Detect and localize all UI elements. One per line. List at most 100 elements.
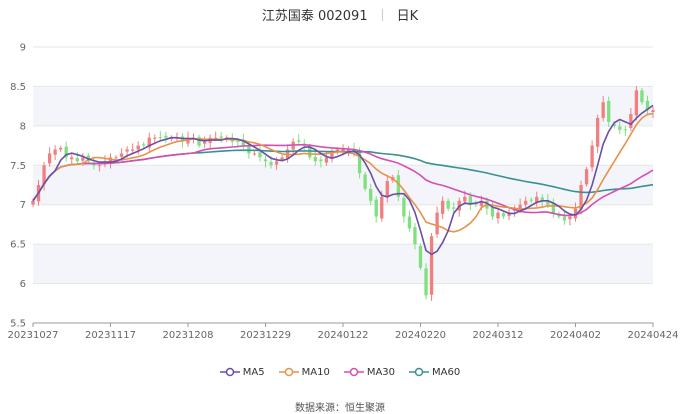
chart-legend: MA5 MA10 MA30 MA60 bbox=[0, 367, 680, 378]
candle-body bbox=[440, 200, 445, 214]
candle-body bbox=[153, 137, 157, 139]
x-tick-label: 20231208 bbox=[163, 330, 214, 341]
candle-body bbox=[573, 208, 578, 219]
candle-body bbox=[479, 200, 484, 206]
legend-item-ma60[interactable]: MA60 bbox=[409, 367, 460, 378]
candle-body bbox=[97, 165, 102, 167]
candle-body bbox=[595, 117, 600, 147]
candle-body bbox=[47, 153, 52, 164]
candle-body bbox=[634, 90, 639, 116]
candle-body bbox=[369, 188, 373, 201]
candle-body bbox=[252, 153, 257, 155]
candle-body bbox=[468, 196, 472, 205]
candle-body bbox=[280, 157, 284, 160]
candle-body bbox=[435, 212, 439, 235]
candle-body bbox=[618, 126, 622, 130]
candle-body bbox=[308, 146, 312, 158]
legend-marker-icon bbox=[343, 367, 364, 377]
candle-body bbox=[463, 196, 467, 202]
alternating-bands bbox=[33, 86, 653, 284]
candle-body bbox=[241, 139, 246, 146]
candle-body bbox=[607, 100, 611, 122]
candle-body bbox=[108, 157, 113, 164]
candle-body bbox=[562, 216, 567, 221]
x-tick-label: 20240122 bbox=[318, 330, 369, 341]
candle-body bbox=[380, 196, 384, 219]
legend-label: MA60 bbox=[432, 367, 461, 378]
legend-marker-circle bbox=[284, 367, 293, 377]
candle-body bbox=[119, 153, 124, 157]
candle-body bbox=[341, 149, 345, 152]
candle-body bbox=[219, 136, 223, 138]
candle-body bbox=[59, 147, 63, 150]
candle-body bbox=[524, 200, 528, 205]
y-tick-label: 5.5 bbox=[10, 319, 26, 330]
candle-body bbox=[53, 149, 57, 155]
chart-title-bar: 江苏国泰 002091 日K bbox=[0, 5, 680, 24]
y-tick-label: 8 bbox=[20, 121, 26, 132]
legend-label: MA10 bbox=[301, 367, 330, 378]
x-tick-label: 20240424 bbox=[628, 330, 679, 341]
candle-body bbox=[164, 135, 168, 138]
candle-body bbox=[529, 199, 533, 201]
candle-body bbox=[623, 129, 627, 131]
legend-marker-circle bbox=[225, 367, 235, 377]
legend-item-ma5[interactable]: MA5 bbox=[219, 367, 265, 378]
candle-body bbox=[297, 140, 301, 142]
candle-body bbox=[396, 175, 401, 197]
candle-body bbox=[236, 140, 240, 142]
y-tick-label: 8.5 bbox=[10, 82, 26, 93]
candle-body bbox=[186, 137, 190, 144]
candle-body bbox=[540, 197, 544, 201]
candle-body bbox=[324, 157, 329, 163]
candle-body bbox=[446, 200, 450, 209]
legend-marker-circle bbox=[349, 367, 359, 377]
candle-body bbox=[518, 204, 522, 210]
y-tick-label: 6.5 bbox=[10, 240, 26, 251]
candle-body bbox=[385, 181, 389, 198]
candle-body bbox=[64, 146, 68, 158]
candle-body bbox=[130, 149, 135, 151]
legend-marker-icon bbox=[219, 367, 240, 377]
x-tick-label: 20231117 bbox=[85, 330, 136, 341]
grid-band bbox=[33, 244, 653, 284]
candle-body bbox=[429, 236, 434, 295]
candle-body bbox=[402, 198, 406, 217]
chart-axes bbox=[32, 322, 654, 327]
candle-body bbox=[629, 114, 633, 128]
candle-body bbox=[501, 213, 506, 217]
candle-body bbox=[546, 200, 550, 205]
x-tick-label: 20240312 bbox=[473, 330, 524, 341]
x-tick-label: 20240220 bbox=[395, 330, 446, 341]
candle-body bbox=[507, 212, 511, 216]
legend-marker-circle bbox=[414, 367, 424, 377]
ma10-line bbox=[32, 112, 654, 233]
candle-body bbox=[70, 157, 74, 160]
candle-body bbox=[214, 137, 218, 139]
legend-item-ma30[interactable]: MA30 bbox=[343, 367, 396, 378]
candle-body bbox=[114, 157, 118, 159]
candle-body bbox=[31, 200, 35, 205]
candle-body bbox=[269, 161, 273, 166]
legend-label: MA30 bbox=[366, 367, 396, 378]
candle-body bbox=[42, 165, 46, 185]
ma5-line bbox=[32, 104, 654, 256]
legend-item-ma10[interactable]: MA10 bbox=[278, 367, 330, 378]
x-tick-label: 20240402 bbox=[550, 330, 601, 341]
candles-layer bbox=[31, 86, 655, 301]
candle-body bbox=[374, 199, 378, 217]
candle-body bbox=[147, 137, 151, 148]
period-label: 日K bbox=[396, 9, 419, 24]
candle-body bbox=[313, 156, 317, 162]
chart-title: 江苏国泰 002091 bbox=[261, 9, 368, 24]
candle-body bbox=[551, 202, 556, 213]
candle-body bbox=[490, 207, 495, 217]
candle-body bbox=[330, 153, 334, 158]
candle-body bbox=[263, 159, 268, 162]
candle-body bbox=[568, 216, 572, 220]
candle-body bbox=[357, 151, 362, 174]
candle-body bbox=[346, 149, 351, 151]
source-name: 恒生聚源 bbox=[345, 403, 385, 414]
candle-body bbox=[640, 90, 644, 103]
